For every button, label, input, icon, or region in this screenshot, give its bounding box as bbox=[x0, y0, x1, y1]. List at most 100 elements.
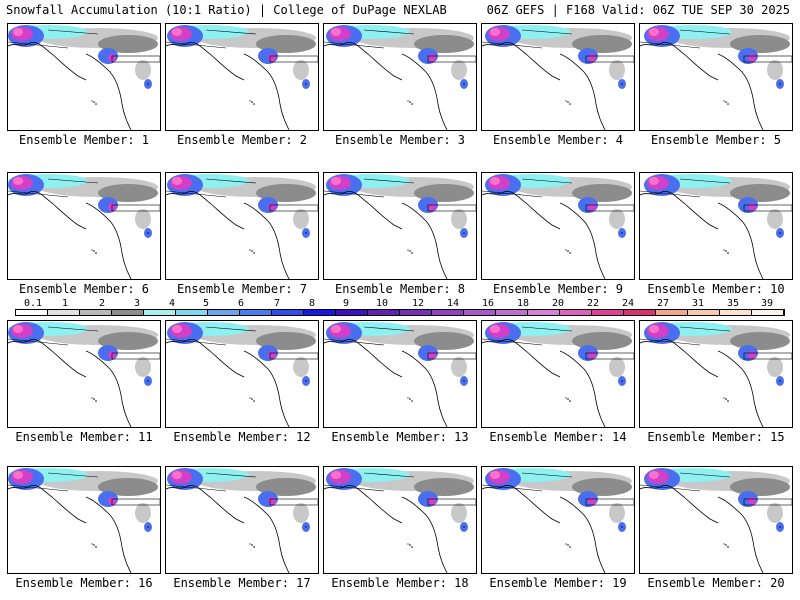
ensemble-member-label: Ensemble Member: 18 bbox=[331, 576, 469, 590]
ensemble-map[interactable] bbox=[7, 466, 161, 574]
ensemble-map[interactable] bbox=[323, 466, 477, 574]
ensemble-map[interactable] bbox=[639, 320, 793, 428]
ensemble-map[interactable] bbox=[7, 23, 161, 131]
ensemble-panel-2[interactable]: Ensemble Member: 2 bbox=[165, 23, 319, 151]
ensemble-map[interactable] bbox=[481, 320, 635, 428]
ensemble-map[interactable] bbox=[639, 23, 793, 131]
ensemble-member-label: Ensemble Member: 19 bbox=[489, 576, 627, 590]
island bbox=[253, 252, 255, 254]
island bbox=[411, 400, 413, 402]
scale-label: 1 bbox=[61, 298, 69, 309]
ensemble-map[interactable] bbox=[639, 172, 793, 280]
ensemble-panel-6[interactable]: Ensemble Member: 6 bbox=[7, 172, 161, 300]
ensemble-map[interactable] bbox=[7, 172, 161, 280]
map-graphic bbox=[324, 25, 476, 130]
ensemble-member-label: Ensemble Member: 2 bbox=[176, 133, 308, 147]
scale-swatch bbox=[144, 310, 176, 315]
map-graphic bbox=[482, 322, 634, 427]
border-line bbox=[269, 55, 318, 63]
ensemble-map[interactable] bbox=[323, 320, 477, 428]
snow-area bbox=[293, 503, 309, 523]
scale-swatch bbox=[688, 310, 720, 315]
scale-label: 16 bbox=[481, 298, 495, 309]
island bbox=[621, 526, 623, 528]
scale-label: 14 bbox=[446, 298, 460, 309]
ensemble-map[interactable] bbox=[165, 320, 319, 428]
scale-label: 5 bbox=[202, 298, 210, 309]
snow-area bbox=[451, 357, 467, 377]
scale-swatch bbox=[656, 310, 688, 315]
scale-swatch bbox=[528, 310, 560, 315]
island bbox=[147, 380, 149, 382]
border-line bbox=[269, 204, 318, 212]
panel-row-2: Ensemble Member: 6 Ensemble Member: 7 En… bbox=[0, 172, 800, 300]
snow-area bbox=[490, 177, 500, 185]
island bbox=[253, 400, 255, 402]
ensemble-panel-16[interactable]: Ensemble Member: 16 bbox=[7, 466, 161, 594]
ensemble-panel-4[interactable]: Ensemble Member: 4 bbox=[481, 23, 635, 151]
island bbox=[567, 101, 569, 103]
border-line bbox=[324, 472, 415, 492]
ensemble-panel-15[interactable]: Ensemble Member: 15 bbox=[639, 320, 793, 448]
snow-area bbox=[588, 54, 596, 62]
island bbox=[727, 400, 729, 402]
ensemble-panel-11[interactable]: Ensemble Member: 11 bbox=[7, 320, 161, 448]
island bbox=[411, 103, 413, 105]
map-graphic bbox=[8, 174, 160, 279]
ensemble-map[interactable] bbox=[323, 172, 477, 280]
scale-swatch bbox=[624, 310, 656, 315]
island bbox=[91, 249, 93, 251]
ensemble-panel-18[interactable]: Ensemble Member: 18 bbox=[323, 466, 477, 594]
ensemble-panel-5[interactable]: Ensemble Member: 5 bbox=[639, 23, 793, 151]
ensemble-map[interactable] bbox=[165, 172, 319, 280]
scale-swatch bbox=[304, 310, 336, 315]
ensemble-panel-19[interactable]: Ensemble Member: 19 bbox=[481, 466, 635, 594]
ensemble-map[interactable] bbox=[481, 23, 635, 131]
scale-swatch bbox=[592, 310, 624, 315]
island bbox=[569, 400, 571, 402]
island bbox=[93, 398, 95, 400]
snow-area bbox=[588, 497, 596, 505]
border-line bbox=[166, 472, 257, 492]
ensemble-panel-17[interactable]: Ensemble Member: 17 bbox=[165, 466, 319, 594]
ensemble-map[interactable] bbox=[165, 23, 319, 131]
ensemble-panel-12[interactable]: Ensemble Member: 12 bbox=[165, 320, 319, 448]
ensemble-panel-10[interactable]: Ensemble Member: 10 bbox=[639, 172, 793, 300]
scale-swatch bbox=[48, 310, 80, 315]
ensemble-panel-1[interactable]: Ensemble Member: 1 bbox=[7, 23, 161, 151]
island bbox=[305, 83, 307, 85]
scale-label: 24 bbox=[621, 298, 635, 309]
ensemble-map[interactable] bbox=[481, 172, 635, 280]
scale-swatch bbox=[80, 310, 112, 315]
island bbox=[93, 544, 95, 546]
border-line bbox=[585, 204, 634, 212]
ensemble-member-label: Ensemble Member: 17 bbox=[173, 576, 311, 590]
ensemble-panel-8[interactable]: Ensemble Member: 8 bbox=[323, 172, 477, 300]
ensemble-panel-7[interactable]: Ensemble Member: 7 bbox=[165, 172, 319, 300]
snow-area bbox=[649, 28, 659, 36]
ensemble-map[interactable] bbox=[323, 23, 477, 131]
ensemble-map[interactable] bbox=[165, 466, 319, 574]
map-graphic bbox=[166, 25, 318, 130]
ensemble-panel-14[interactable]: Ensemble Member: 14 bbox=[481, 320, 635, 448]
island bbox=[725, 398, 727, 400]
border-line bbox=[640, 326, 731, 346]
island bbox=[251, 101, 253, 103]
scale-label: 7 bbox=[273, 298, 281, 309]
ensemble-panel-20[interactable]: Ensemble Member: 20 bbox=[639, 466, 793, 594]
ensemble-panel-3[interactable]: Ensemble Member: 3 bbox=[323, 23, 477, 151]
snow-area bbox=[13, 471, 23, 479]
ensemble-map[interactable] bbox=[481, 466, 635, 574]
scale-label: 9 bbox=[342, 298, 350, 309]
island bbox=[91, 100, 93, 102]
snow-area bbox=[730, 35, 790, 53]
island bbox=[621, 380, 623, 382]
ensemble-panel-9[interactable]: Ensemble Member: 9 bbox=[481, 172, 635, 300]
ensemble-panel-13[interactable]: Ensemble Member: 13 bbox=[323, 320, 477, 448]
ensemble-map[interactable] bbox=[7, 320, 161, 428]
run-valid-time: 06Z GEFS | F168 Valid: 06Z TUE SEP 30 20… bbox=[486, 3, 790, 17]
snow-area bbox=[331, 325, 341, 333]
coastline bbox=[166, 190, 290, 279]
border-line bbox=[585, 352, 634, 360]
ensemble-map[interactable] bbox=[639, 466, 793, 574]
